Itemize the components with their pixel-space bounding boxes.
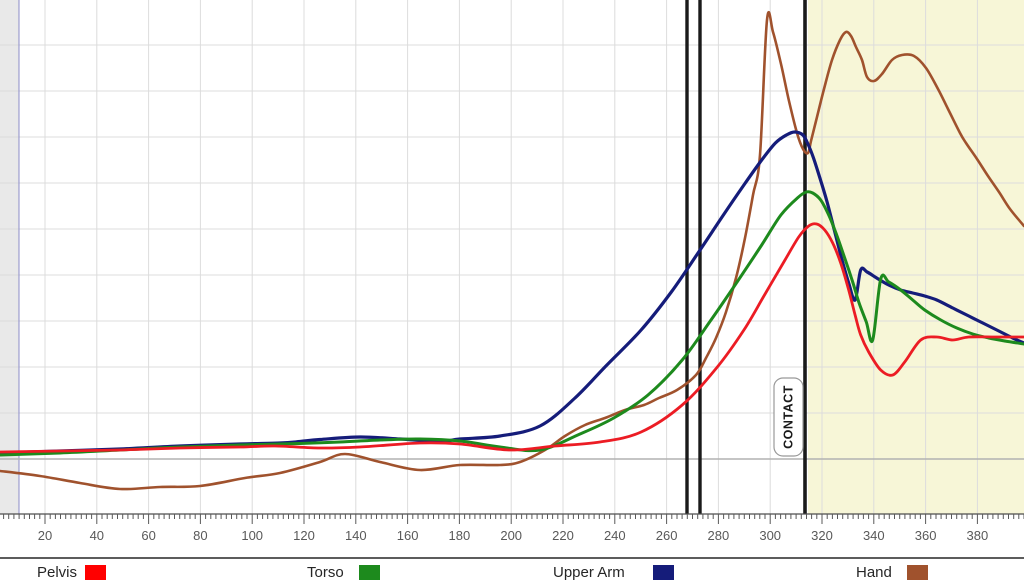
svg-text:100: 100 (241, 528, 263, 543)
svg-text:60: 60 (141, 528, 155, 543)
svg-text:300: 300 (759, 528, 781, 543)
svg-text:CONTACT: CONTACT (782, 385, 796, 449)
svg-text:80: 80 (193, 528, 207, 543)
svg-text:320: 320 (811, 528, 833, 543)
svg-text:260: 260 (656, 528, 678, 543)
svg-text:360: 360 (915, 528, 937, 543)
svg-text:Pelvis: Pelvis (37, 564, 77, 581)
svg-text:140: 140 (345, 528, 367, 543)
svg-text:180: 180 (449, 528, 471, 543)
svg-text:200: 200 (500, 528, 522, 543)
svg-text:340: 340 (863, 528, 885, 543)
svg-text:20: 20 (38, 528, 52, 543)
svg-text:220: 220 (552, 528, 574, 543)
svg-text:280: 280 (708, 528, 730, 543)
svg-text:Hand: Hand (856, 564, 892, 581)
svg-text:380: 380 (967, 528, 989, 543)
svg-text:Upper Arm: Upper Arm (553, 564, 625, 581)
svg-text:240: 240 (604, 528, 626, 543)
svg-text:Torso: Torso (307, 564, 344, 581)
svg-text:120: 120 (293, 528, 315, 543)
svg-text:40: 40 (90, 528, 104, 543)
svg-text:160: 160 (397, 528, 419, 543)
